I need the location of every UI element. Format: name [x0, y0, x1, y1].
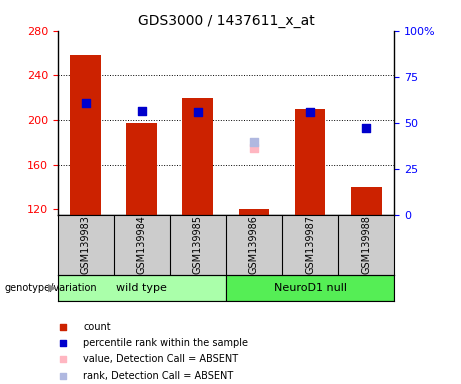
Bar: [226, 275, 394, 301]
Bar: [183, 98, 213, 215]
Bar: [238, 209, 269, 215]
Text: GSM139984: GSM139984: [137, 215, 147, 274]
Text: ▶: ▶: [47, 283, 56, 293]
Bar: [126, 123, 157, 215]
Title: GDS3000 / 1437611_x_at: GDS3000 / 1437611_x_at: [137, 14, 314, 28]
Text: value, Detection Call = ABSENT: value, Detection Call = ABSENT: [83, 354, 238, 364]
Bar: [58, 275, 226, 301]
Text: percentile rank within the sample: percentile rank within the sample: [83, 338, 248, 348]
Text: GSM139983: GSM139983: [81, 215, 91, 274]
Point: [250, 145, 258, 151]
Bar: [70, 55, 101, 215]
Point: [194, 109, 201, 115]
Bar: [351, 187, 382, 215]
Bar: [295, 109, 325, 215]
Text: rank, Detection Call = ABSENT: rank, Detection Call = ABSENT: [83, 371, 233, 381]
Text: GSM139987: GSM139987: [305, 215, 315, 274]
Text: wild type: wild type: [116, 283, 167, 293]
Point: [59, 372, 67, 379]
Text: genotype/variation: genotype/variation: [5, 283, 97, 293]
Text: count: count: [83, 322, 111, 332]
Text: NeuroD1 null: NeuroD1 null: [273, 283, 347, 293]
Point: [138, 108, 146, 114]
Point: [59, 340, 67, 346]
Text: GSM139986: GSM139986: [249, 215, 259, 274]
Point: [59, 356, 67, 362]
Point: [306, 109, 313, 115]
Point: [82, 100, 89, 106]
Point: [59, 324, 67, 330]
Text: GSM139988: GSM139988: [361, 215, 371, 274]
Point: [250, 139, 258, 146]
Text: GSM139985: GSM139985: [193, 215, 203, 274]
Point: [362, 125, 370, 131]
